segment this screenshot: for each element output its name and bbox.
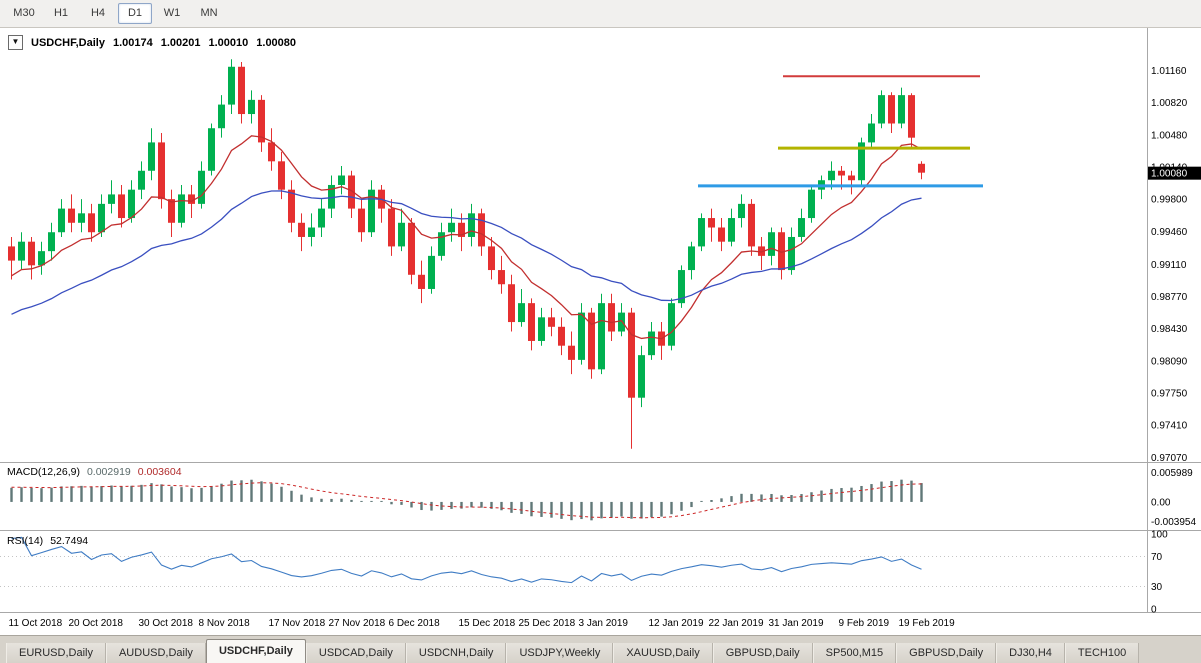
rsi-label: RSI(14) 52.7494 <box>7 535 88 547</box>
chart-tab-usdchf-daily[interactable]: USDCHF,Daily <box>205 639 306 663</box>
svg-text:1.00080: 1.00080 <box>1151 169 1188 180</box>
svg-text:12 Jan 2019: 12 Jan 2019 <box>649 618 704 629</box>
svg-text:9 Feb 2019: 9 Feb 2019 <box>839 618 890 629</box>
svg-text:6 Dec 2018: 6 Dec 2018 <box>389 618 441 629</box>
svg-text:11 Oct 2018: 11 Oct 2018 <box>9 618 63 629</box>
svg-text:30: 30 <box>1151 582 1163 593</box>
svg-text:0.98770: 0.98770 <box>1151 292 1188 303</box>
svg-text:-0.003954: -0.003954 <box>1151 517 1196 528</box>
svg-text:1.01160: 1.01160 <box>1151 66 1187 77</box>
svg-text:0.97070: 0.97070 <box>1151 453 1188 464</box>
macd-name-label: MACD(12,26,9) <box>7 466 80 478</box>
svg-text:25 Dec 2018: 25 Dec 2018 <box>519 618 576 629</box>
chart-tab-xauusd-daily[interactable]: XAUUSD,Daily <box>613 643 713 663</box>
svg-text:0.98090: 0.98090 <box>1151 356 1188 367</box>
timeframe-button-w1[interactable]: W1 <box>163 7 181 19</box>
ohlc-low-value: 1.00010 <box>208 36 249 49</box>
svg-text:8 Nov 2018: 8 Nov 2018 <box>199 618 251 629</box>
chart-tab-gbpusd-daily[interactable]: GBPUSD,Daily <box>896 643 997 663</box>
svg-text:0: 0 <box>1151 605 1157 616</box>
timeframe-button-d1[interactable]: D1 <box>118 3 152 24</box>
chart-symbol-label: USDCHF,Daily <box>31 36 105 49</box>
ma-fast-line[interactable] <box>11 135 922 340</box>
chart-canvas[interactable]: 1.011601.008201.004801.001400.998000.994… <box>0 28 1201 635</box>
chart-tab-bar: EURUSD,Daily AUDUSD,Daily USDCHF,Daily USDC… <box>0 635 1201 663</box>
svg-text:15 Dec 2018: 15 Dec 2018 <box>459 618 516 629</box>
chart-title: ▼ USDCHF,Daily 1.00174 1.00201 1.00010 1… <box>8 35 296 50</box>
svg-text:1.00820: 1.00820 <box>1151 98 1188 109</box>
svg-text:27 Nov 2018: 27 Nov 2018 <box>329 618 386 629</box>
svg-text:22 Jan 2019: 22 Jan 2019 <box>709 618 764 629</box>
bid-price-tag: 1.00080 <box>1148 166 1201 180</box>
chart-tab-usdjpy-weekly[interactable]: USDJPY,Weekly <box>506 643 614 663</box>
candles <box>8 59 925 449</box>
chart-tab-dj30-h4[interactable]: DJ30,H4 <box>996 643 1065 663</box>
timeframe-button-mn[interactable]: MN <box>200 7 218 19</box>
svg-text:3 Jan 2019: 3 Jan 2019 <box>579 618 629 629</box>
svg-text:17 Nov 2018: 17 Nov 2018 <box>269 618 326 629</box>
chart-tab-sp500-m15[interactable]: SP500,M15 <box>812 643 897 663</box>
svg-text:20 Oct 2018: 20 Oct 2018 <box>69 618 124 629</box>
time-axis[interactable]: 11 Oct 2018 20 Oct 2018 30 Oct 2018 8 Nov 2… <box>9 618 956 629</box>
chart-tab-audusd-daily[interactable]: AUDUSD,Daily <box>105 643 206 663</box>
svg-text:30 Oct 2018: 30 Oct 2018 <box>139 618 194 629</box>
rsi-value: 52.7494 <box>50 535 89 547</box>
timeframe-button-m30[interactable]: M30 <box>13 7 35 19</box>
price-axis[interactable]: 1.011601.008201.004801.001400.998000.994… <box>1151 66 1188 464</box>
svg-text:0.99110: 0.99110 <box>1151 260 1187 271</box>
chart-tab-gbpusd-daily[interactable]: GBPUSD,Daily <box>712 643 813 663</box>
chart-tab-usdcad-daily[interactable]: USDCAD,Daily <box>305 643 406 663</box>
svg-text:1.00480: 1.00480 <box>1151 130 1188 141</box>
svg-text:0.99460: 0.99460 <box>1151 227 1188 238</box>
macd-indicator: 0.005989 0.00 -0.003954 <box>10 468 1196 528</box>
chart-tab-usdcnh-daily[interactable]: USDCNH,Daily <box>405 643 507 663</box>
rsi-name-label: RSI(14) <box>7 535 44 547</box>
chart-menu-arrow-icon[interactable]: ▼ <box>8 35 23 50</box>
ohlc-high-value: 1.00201 <box>160 36 201 49</box>
chart-window: 1.011601.008201.004801.001400.998000.994… <box>0 28 1201 635</box>
pane-separators[interactable] <box>0 28 1201 613</box>
svg-text:0.97410: 0.97410 <box>1151 421 1188 432</box>
svg-text:0.98430: 0.98430 <box>1151 324 1188 335</box>
svg-text:0.00: 0.00 <box>1151 497 1171 508</box>
svg-text:0.005989: 0.005989 <box>1151 468 1193 479</box>
timeframe-button-h4[interactable]: H4 <box>90 7 106 19</box>
macd-main-value: 0.002919 <box>86 466 131 478</box>
timeframe-button-h1[interactable]: H1 <box>53 7 69 19</box>
svg-text:19 Feb 2019: 19 Feb 2019 <box>899 618 956 629</box>
ohlc-open-value: 1.00174 <box>112 36 153 49</box>
ohlc-close-value: 1.00080 <box>256 36 297 49</box>
timeframe-toolbar: M30 H1 H4 D1 W1 MN <box>0 0 1201 28</box>
chart-tab-eurusd-daily[interactable]: EURUSD,Daily <box>6 643 106 663</box>
macd-signal-value: 0.003604 <box>137 466 182 478</box>
rsi-indicator: 100 70 30 0 <box>0 530 1168 616</box>
svg-text:0.99800: 0.99800 <box>1151 195 1188 206</box>
macd-label: MACD(12,26,9) 0.002919 0.003604 <box>7 466 182 478</box>
ma-slow-line[interactable] <box>11 190 922 315</box>
svg-text:100: 100 <box>1151 530 1168 541</box>
chart-tab-tech100[interactable]: TECH100 <box>1064 643 1140 663</box>
svg-text:0.97750: 0.97750 <box>1151 388 1188 399</box>
svg-text:70: 70 <box>1151 552 1163 563</box>
svg-text:31 Jan 2019: 31 Jan 2019 <box>769 618 824 629</box>
